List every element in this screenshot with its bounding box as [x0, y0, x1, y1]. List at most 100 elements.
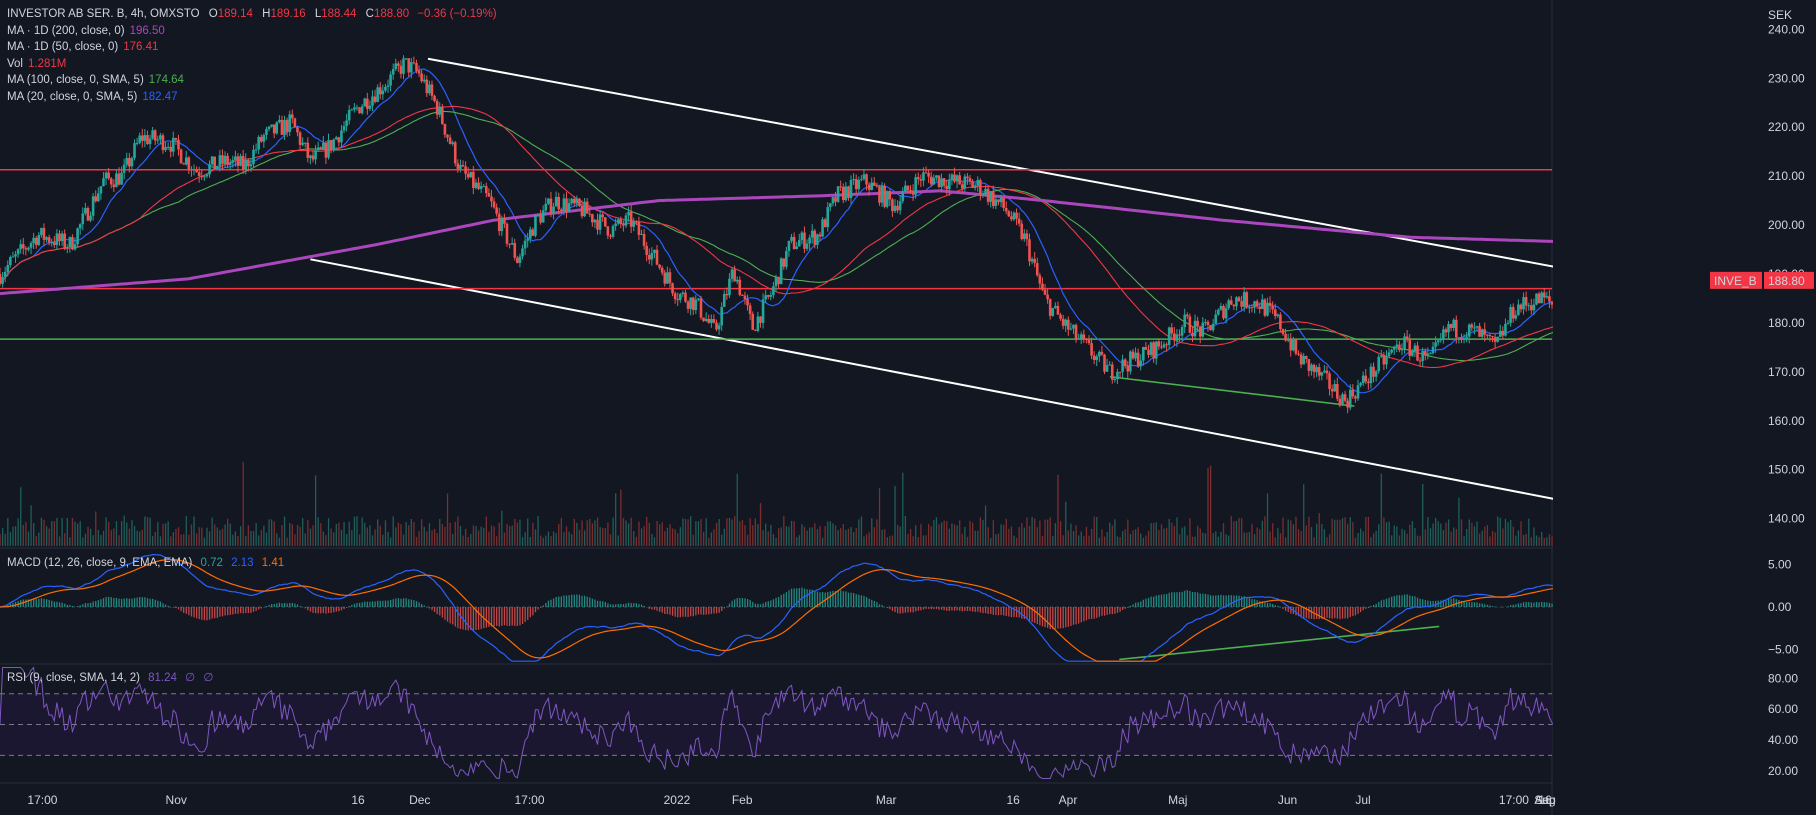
volume-bar: [863, 536, 865, 546]
macd-hist-bar: [576, 594, 578, 607]
macd-hist-bar: [930, 607, 932, 610]
macd-hist-bar: [604, 602, 606, 607]
volume-bar: [405, 521, 407, 546]
macd-tick-label: 0.00: [1768, 600, 1792, 614]
candle: [1229, 295, 1233, 306]
change-value: −0.36 (−0.19%): [417, 8, 497, 20]
candle-body: [1258, 306, 1262, 309]
volume-bar: [715, 522, 718, 546]
candle-body: [733, 269, 736, 282]
candle-body: [1079, 334, 1083, 339]
volume-bar: [519, 519, 521, 546]
macd-hist-bar: [371, 601, 374, 607]
macd-hist-bar: [1336, 607, 1339, 619]
candle: [878, 184, 881, 206]
volume-bar: [674, 529, 676, 546]
candle: [1457, 337, 1461, 344]
volume-bar: [511, 525, 513, 546]
macd-hist-bar: [203, 607, 206, 621]
macd-hist-bar: [933, 607, 935, 610]
volume-bar: [1075, 525, 1077, 546]
candle-body: [448, 137, 452, 144]
indicator-ma20[interactable]: MA (20, close, 0, SMA, 5) 182.47: [7, 89, 497, 106]
macd-hist-bar: [821, 592, 824, 607]
candle-body: [751, 313, 755, 330]
macd-hist-bar: [322, 607, 325, 614]
volume-bar: [1217, 536, 1220, 546]
indicator-ma200[interactable]: MA · 1D (200, close, 0) 196.50: [7, 23, 497, 40]
volume-bar: [878, 488, 881, 546]
macd-hist-bar: [1259, 601, 1261, 607]
candle: [686, 300, 690, 314]
volume-bar: [1248, 532, 1251, 546]
volume-bar: [1067, 530, 1069, 546]
indicator-ma100[interactable]: MA (100, close, 0, SMA, 5) 174.64: [7, 72, 497, 89]
candle-body: [914, 177, 917, 195]
candle: [1426, 347, 1430, 360]
rsi-legend[interactable]: RSI (9, close, SMA, 14, 2) 81.24 ∅ ∅: [7, 670, 213, 687]
candle-body: [653, 249, 656, 254]
macd-hist-bar: [902, 607, 904, 614]
volume-bar: [904, 516, 907, 546]
candle-body: [981, 194, 985, 196]
candle: [1333, 379, 1337, 392]
volume-bar: [876, 519, 878, 546]
candle-body: [759, 316, 762, 323]
candle-body: [1077, 338, 1080, 340]
candle-body: [1250, 307, 1254, 309]
candle-body: [578, 198, 581, 206]
candle: [1473, 322, 1476, 335]
volume-bar: [413, 521, 415, 546]
macd-hist-bar: [361, 602, 363, 607]
candle: [135, 137, 139, 146]
volume-bar: [162, 523, 164, 546]
candle-body: [1338, 398, 1342, 406]
macd-hist-bar: [185, 607, 187, 614]
candle-body: [790, 236, 793, 241]
volume-bar: [1442, 530, 1445, 546]
candle: [1351, 384, 1355, 399]
macd-legend[interactable]: MACD (12, 26, close, 9, EMA, EMA) 0.72 2…: [7, 555, 284, 572]
candle-body: [210, 156, 214, 165]
candle-body: [1180, 327, 1184, 336]
candle: [1240, 295, 1243, 311]
candle: [1535, 293, 1538, 306]
macd-hist-bar: [659, 607, 661, 612]
volume-bar: [369, 525, 371, 546]
candle-body: [785, 251, 788, 267]
candle-body: [875, 185, 879, 187]
volume-bar: [9, 532, 12, 546]
macd-hist-bar: [744, 598, 746, 607]
candle-body: [697, 298, 700, 300]
candle: [1540, 290, 1543, 304]
volume-bar: [1266, 493, 1269, 546]
candle: [213, 156, 216, 169]
macd-hist-bar: [508, 607, 511, 626]
candle-body: [929, 176, 933, 185]
candle-body: [1535, 293, 1538, 305]
macd-hist-bar: [571, 594, 573, 607]
candle: [128, 152, 131, 173]
candle: [234, 150, 237, 167]
indicator-ma50[interactable]: MA · 1D (50, close, 0) 176.41: [7, 39, 497, 56]
candle: [919, 174, 923, 188]
indicator-volume[interactable]: Vol 1.281M: [7, 56, 497, 73]
candle-body: [1242, 292, 1246, 307]
volume-bar: [1398, 535, 1401, 546]
candle: [989, 191, 992, 208]
volume-bar: [1165, 527, 1168, 546]
volume-bar: [824, 526, 826, 546]
volume-bar: [640, 528, 643, 546]
volume-bar: [382, 534, 384, 546]
candle: [283, 115, 286, 140]
volume-bar: [728, 517, 731, 546]
candle: [65, 244, 69, 254]
volume-bar: [1176, 517, 1178, 546]
macd-hist-bar: [454, 607, 456, 627]
macd-hist-bar: [1005, 607, 1007, 616]
candle: [678, 292, 682, 303]
candle: [841, 183, 845, 204]
candle: [681, 290, 685, 297]
candle: [177, 134, 180, 156]
